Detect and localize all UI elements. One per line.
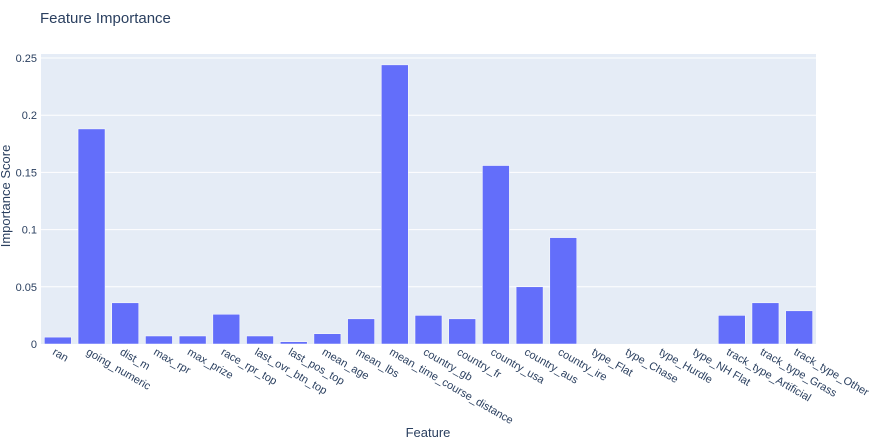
bar-country_aus xyxy=(515,286,544,345)
bar-going_numeric xyxy=(77,128,106,345)
bar-max_rpr xyxy=(145,335,173,345)
bar-track_type_Other xyxy=(785,310,813,345)
bar-last_pos_top xyxy=(279,341,308,345)
bar-mean_time_course_distance xyxy=(381,64,409,345)
bar-country_gb xyxy=(414,315,443,345)
y-tick-label: 0.05 xyxy=(16,282,37,294)
bar-race_rpr_top xyxy=(212,314,241,345)
bar-ran xyxy=(44,336,72,345)
bar-mean_lbs xyxy=(347,318,375,345)
bar-track_type_Artificial xyxy=(718,315,746,345)
x-tick-label: ran xyxy=(50,346,70,364)
bar-country_usa xyxy=(482,165,510,345)
y-tick-label: 0.25 xyxy=(16,53,37,65)
bar-country_ire xyxy=(549,237,578,345)
y-tick-labels: 0 0.05 0.1 0.15 0.2 0.25 xyxy=(16,53,37,351)
bar-dist_m xyxy=(111,302,139,345)
x-tick-label: max_rpr xyxy=(151,346,192,377)
gridlines xyxy=(41,57,816,288)
bar-mean_age xyxy=(313,333,342,345)
y-tick-label: 0.15 xyxy=(16,167,37,179)
y-tick-label: 0 xyxy=(31,339,37,351)
y-axis-title: Importance Score xyxy=(0,145,13,248)
plot-area xyxy=(41,54,816,344)
chart-title: Feature Importance xyxy=(40,10,171,27)
y-tick-label: 0.2 xyxy=(22,110,37,122)
bars xyxy=(44,64,813,345)
y-tick-label: 0.1 xyxy=(22,225,37,237)
x-axis-title: Feature xyxy=(406,425,451,440)
bar-country_fr xyxy=(448,318,476,345)
bar-max_prize xyxy=(178,335,207,345)
bar-last_ovr_btn_top xyxy=(246,335,274,345)
bar-track_type_Grass xyxy=(751,302,780,345)
